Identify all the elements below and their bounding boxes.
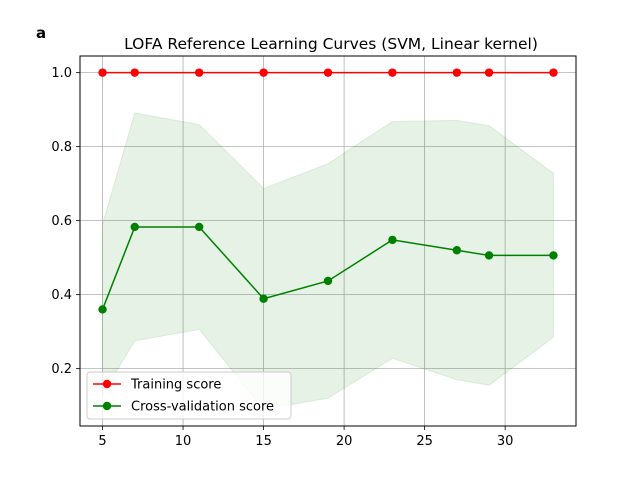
data-point [452, 68, 462, 77]
legend-label: Training score [130, 378, 221, 393]
data-point [388, 68, 397, 77]
legend-marker [102, 401, 112, 411]
data-point [452, 246, 462, 255]
x-tick-label: 5 [98, 434, 106, 449]
x-tick-label: 30 [497, 434, 514, 449]
x-tick-label: 20 [336, 434, 353, 449]
data-point [323, 276, 333, 286]
y-tick-label: 0.8 [51, 140, 72, 155]
legend-marker [102, 379, 112, 389]
data-point [130, 68, 139, 77]
panel-letter: a [36, 24, 46, 42]
data-point [549, 68, 558, 77]
data-point [549, 251, 558, 260]
y-tick-label: 1.0 [51, 66, 72, 81]
series-points [98, 68, 558, 314]
plot-area-frame [79, 55, 577, 427]
data-point [194, 222, 204, 232]
data-point [98, 305, 107, 314]
x-tick-label: 10 [175, 434, 192, 449]
data-point [484, 68, 494, 77]
confidence-bands [102, 72, 554, 410]
legend-box [86, 371, 292, 420]
data-point [388, 235, 397, 245]
legend: Training score Cross-validation score [86, 371, 292, 420]
data-point [259, 68, 268, 77]
data-point [484, 251, 494, 260]
data-point [130, 222, 139, 232]
data-point [323, 68, 333, 77]
legend-label: Cross-validation score [131, 400, 274, 415]
axis-ticks: 5 10 15 20 25 30 0.2 0.4 0.6 0.8 1.0 [51, 66, 513, 449]
x-tick-label: 15 [255, 434, 272, 449]
chart-title: LOFA Reference Learning Curves (SVM, Lin… [124, 35, 538, 53]
data-point [259, 294, 268, 303]
y-tick-label: 0.6 [51, 214, 72, 229]
y-tick-label: 0.2 [51, 362, 72, 377]
data-point [194, 68, 204, 77]
x-tick-label: 25 [416, 434, 433, 449]
y-tick-label: 0.4 [51, 288, 72, 303]
confidence-band [102, 112, 554, 410]
data-point [98, 68, 107, 77]
